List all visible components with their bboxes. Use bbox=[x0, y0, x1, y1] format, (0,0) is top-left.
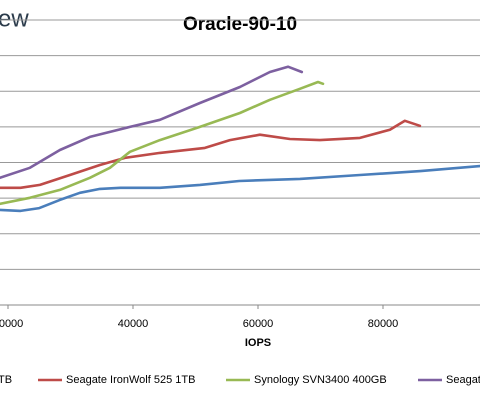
chart-title: Oracle-90-10 bbox=[183, 14, 297, 35]
legend-label: Seagate bbox=[446, 374, 480, 386]
x-tick-label: 40000 bbox=[118, 318, 149, 330]
series-line bbox=[0, 80, 325, 206]
legend-label: Seagate IronWolf 525 1TB bbox=[66, 374, 195, 386]
series-line bbox=[0, 65, 304, 180]
series-line bbox=[0, 119, 422, 190]
x-axis-label: IOPS bbox=[245, 337, 271, 349]
logo: ew bbox=[0, 5, 29, 32]
x-tick-label: 20000 bbox=[0, 318, 23, 330]
x-tick-label: 60000 bbox=[243, 318, 274, 330]
series-line bbox=[0, 164, 480, 213]
legend-label: TB bbox=[0, 374, 12, 386]
legend-label: Synology SVN3400 400GB bbox=[254, 374, 387, 386]
x-tick-label: 80000 bbox=[368, 318, 399, 330]
